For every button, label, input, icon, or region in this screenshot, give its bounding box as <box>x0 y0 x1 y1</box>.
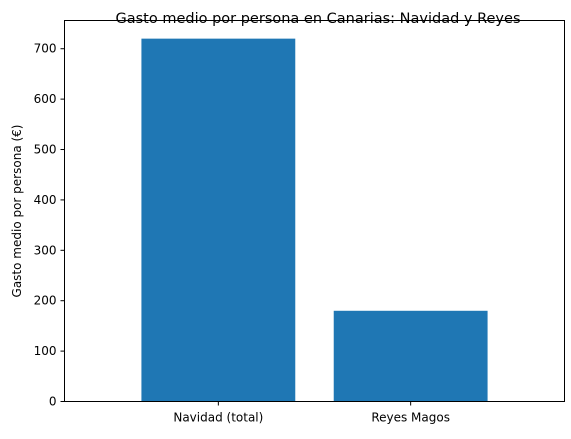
bar-0 <box>141 38 296 402</box>
x-tick-label: Reyes Magos <box>371 411 450 425</box>
bars-layer <box>141 38 488 402</box>
y-axis: 0 100 200 300 400 500 600 700 <box>34 42 65 409</box>
y-tick-label: 500 <box>34 143 57 157</box>
y-tick-label: 200 <box>34 294 57 308</box>
y-tick-label: 0 <box>49 395 57 409</box>
y-tick-label: 100 <box>34 344 57 358</box>
y-axis-label: Gasto medio por persona (€) <box>10 125 24 298</box>
y-tick-label: 600 <box>34 92 57 106</box>
y-tick-label: 300 <box>34 243 57 257</box>
x-axis: Navidad (total) Reyes Magos <box>173 401 450 425</box>
bar-1 <box>333 310 488 402</box>
y-tick-label: 700 <box>34 42 57 56</box>
plot-frame <box>64 20 565 402</box>
chart-title: Gasto medio por persona en Canarias: Nav… <box>115 11 520 27</box>
x-tick-label: Navidad (total) <box>173 411 263 425</box>
y-tick-label: 400 <box>34 193 57 207</box>
